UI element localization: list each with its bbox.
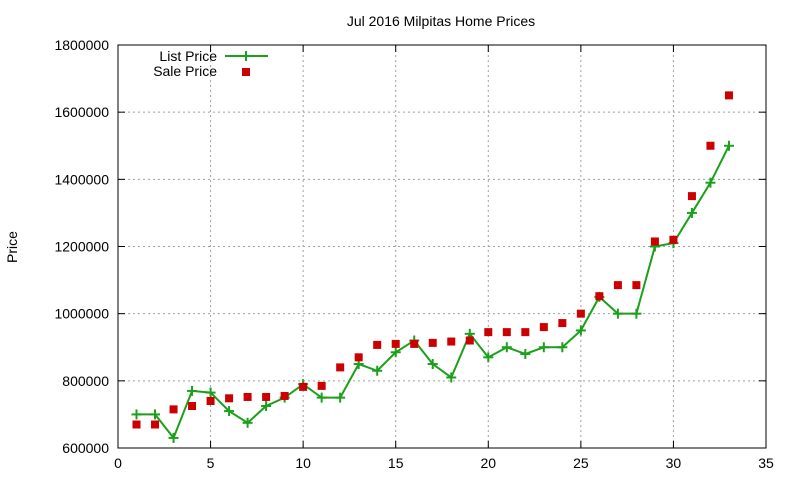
legend-sample-list-price — [225, 51, 268, 61]
legend-marker-sale-price — [242, 68, 250, 76]
sale-price-point — [354, 353, 363, 362]
legend-marker-list-price — [241, 51, 251, 61]
list-price-point — [483, 352, 494, 363]
x-tick-label: 10 — [295, 455, 311, 471]
sale-price-point — [132, 420, 141, 429]
sale-price-point — [206, 396, 215, 405]
sale-price-point — [317, 381, 326, 390]
sale-price-point — [669, 235, 678, 244]
sale-price-point — [410, 339, 419, 348]
list-price-point — [131, 409, 142, 420]
sale-price-point — [595, 292, 604, 301]
sale-price-point — [151, 420, 160, 429]
list-price-point — [316, 392, 327, 403]
list-price-point — [557, 342, 568, 353]
sale-price-point — [262, 392, 271, 401]
sale-price-point — [539, 323, 548, 332]
sale-price-point — [243, 392, 252, 401]
list-price-point — [575, 325, 586, 336]
x-tick-label: 30 — [666, 455, 682, 471]
sale-price-point — [280, 391, 289, 400]
y-tick-label: 1000000 — [54, 306, 109, 322]
legend: List Price Sale Price — [153, 48, 268, 79]
sale-price-point — [521, 328, 530, 337]
tick-labels: 0 5 10 15 20 25 30 35 600000 800000 1000000 1200000… — [54, 37, 774, 471]
list-price-point — [261, 401, 272, 412]
sale-price-point — [576, 309, 585, 318]
sale-price-point — [558, 319, 567, 328]
grid-lines — [118, 45, 766, 448]
sale-price-point — [632, 281, 641, 290]
sale-price-point — [391, 339, 400, 348]
chart-title: Jul 2016 Milpitas Home Prices — [347, 13, 535, 29]
list-price-point — [205, 387, 216, 398]
sale-price-point — [650, 237, 659, 246]
y-tick-label: 1800000 — [54, 37, 109, 53]
sale-price-point — [706, 141, 715, 150]
y-tick-label: 1400000 — [54, 171, 109, 187]
sale-price-point — [225, 394, 234, 403]
legend-sample-sale-price — [242, 68, 250, 76]
list-price-point — [686, 207, 697, 218]
list-price-point — [612, 308, 623, 319]
x-tick-label: 20 — [480, 455, 496, 471]
list-price-point — [168, 432, 179, 443]
x-tick-label: 35 — [758, 455, 774, 471]
sale-price-point — [188, 402, 197, 411]
sale-price-point — [484, 328, 493, 337]
legend-label-sale-price: Sale Price — [153, 63, 217, 79]
y-tick-label: 1600000 — [54, 104, 109, 120]
list-price-point — [538, 342, 549, 353]
list-price-point — [224, 406, 235, 417]
list-price-point — [150, 409, 161, 420]
sale-price-point — [613, 281, 622, 290]
list-price-point — [427, 359, 438, 370]
list-price-line — [136, 145, 730, 440]
legend-label-list-price: List Price — [159, 48, 217, 64]
sale-price-point — [502, 328, 511, 337]
axis-ticks — [117, 44, 767, 449]
sale-price-point — [428, 338, 437, 347]
y-tick-label: 600000 — [62, 440, 109, 456]
sale-price-point — [336, 363, 345, 372]
sale-price-point — [687, 192, 696, 201]
list-price-point — [631, 308, 642, 319]
list-price-point — [705, 177, 716, 188]
series-layer — [131, 91, 734, 443]
list-price-point — [187, 385, 198, 396]
y-axis-label: Price — [4, 231, 20, 263]
sale-price-point — [299, 382, 308, 391]
sale-price-point — [169, 405, 178, 414]
list-price-point — [723, 140, 734, 151]
sale-price-point — [724, 91, 733, 100]
y-tick-label: 1200000 — [54, 239, 109, 255]
sale-price-point — [447, 337, 456, 346]
list-price-point — [446, 372, 457, 383]
list-price-point — [242, 417, 253, 428]
x-tick-label: 15 — [388, 455, 404, 471]
list-price-point — [372, 365, 383, 376]
x-tick-label: 25 — [573, 455, 589, 471]
list-price-point — [335, 392, 346, 403]
sale-price-point — [465, 336, 474, 345]
y-tick-label: 800000 — [62, 373, 109, 389]
x-tick-label: 5 — [207, 455, 215, 471]
x-tick-label: 0 — [114, 455, 122, 471]
sale-price-point — [373, 340, 382, 349]
list-price-point — [501, 342, 512, 353]
list-price-point — [520, 348, 531, 359]
list-price-point — [390, 347, 401, 358]
